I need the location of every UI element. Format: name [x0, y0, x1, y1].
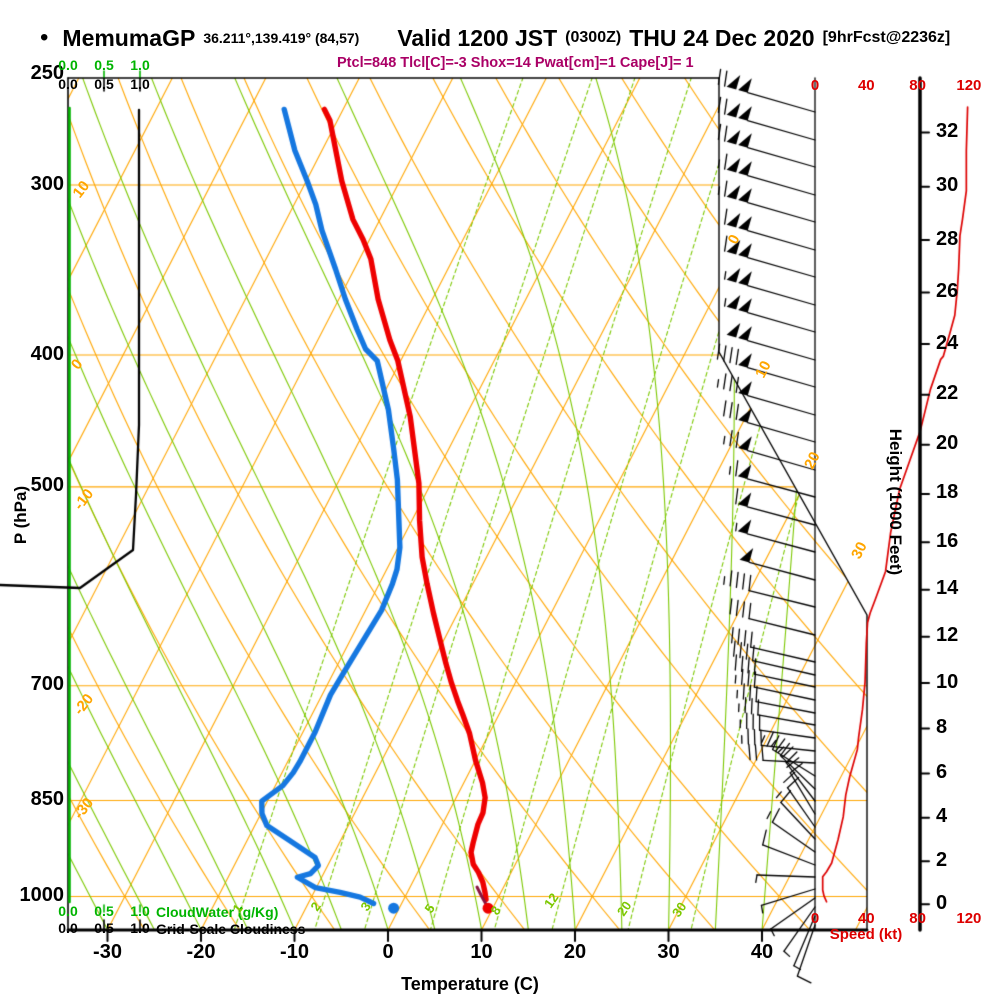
speed-tick-top-40: 40 — [857, 76, 875, 94]
temperature-tick-10: 10 — [470, 940, 493, 963]
height-tick-8: 8 — [936, 716, 948, 739]
height-tick-20: 20 — [936, 432, 959, 455]
pressure-tick-1000: 1000 — [19, 884, 65, 907]
title-bar: • MemumaGP 36.211°,139.419° (84,57) Vali… — [40, 24, 950, 52]
temperature-tick-20: 20 — [563, 940, 587, 963]
valid-date: THU 24 Dec 2020 — [629, 24, 815, 51]
cloudiness-tick-bottom-0.5: 0.5 — [94, 920, 114, 937]
speed-tick-bottom-80: 80 — [909, 909, 926, 927]
cloudiness-tick-bottom-0.0: 0.0 — [58, 920, 78, 937]
temperature-tick-0: 0 — [382, 940, 394, 963]
speed-tick-bottom-0: 0 — [810, 909, 820, 927]
height-tick-32: 32 — [936, 120, 959, 142]
cloudwater-tick-top-0.5: 0.5 — [94, 57, 114, 74]
height-tick-28: 28 — [936, 227, 959, 250]
height-tick-16: 16 — [936, 529, 959, 552]
parcel-parameters-line: Ptcl=848 Tlcl[C]=-3 Shox=14 Pwat[cm]=1 C… — [337, 55, 694, 71]
height-tick-12: 12 — [936, 624, 959, 647]
speed-tick-top-80: 80 — [909, 76, 926, 94]
station-coords: 36.211°,139.419° (84,57) — [203, 30, 360, 46]
height-axis-title: Height (1000 Feet) — [886, 428, 905, 576]
cloudwater-tick-bottom-0.5: 0.5 — [94, 903, 114, 920]
temperature-tick--30: -30 — [93, 940, 122, 963]
height-tick-22: 22 — [936, 382, 959, 405]
temperature-tick--10: -10 — [280, 940, 309, 963]
cloudwater-tick-top-1.0: 1.0 — [130, 57, 150, 74]
pressure-tick-500: 500 — [30, 474, 64, 497]
station-bullet-icon: • — [40, 24, 49, 51]
height-tick-0: 0 — [936, 891, 948, 914]
temperature-tick-30: 30 — [657, 940, 680, 963]
pressure-tick-850: 850 — [30, 788, 64, 811]
pressure-tick-250: 250 — [30, 61, 64, 84]
cloudiness-scale-label: Grid-Scale Cloudiness — [156, 921, 306, 937]
speed-tick-bottom-40: 40 — [857, 909, 875, 927]
pressure-tick-700: 700 — [30, 673, 64, 696]
temperature-tick-40: 40 — [750, 940, 774, 963]
temperature-tick--20: -20 — [186, 940, 216, 963]
height-tick-2: 2 — [936, 848, 948, 871]
cloudwater-scale-label: CloudWater (g/Kg) — [156, 904, 279, 920]
pressure-tick-400: 400 — [30, 342, 64, 365]
station-name: MemumaGP — [62, 24, 196, 51]
cloudiness-tick-bottom-1.0: 1.0 — [130, 920, 150, 937]
height-tick-10: 10 — [936, 670, 959, 693]
height-tick-24: 24 — [936, 331, 959, 354]
pressure-tick-300: 300 — [30, 172, 64, 195]
speed-tick-bottom-120: 120 — [956, 909, 982, 927]
forecast-info: [9hrFcst@2236z] — [822, 29, 951, 46]
cloudiness-tick-top-1.0: 1.0 — [130, 76, 150, 93]
temperature-axis-title: Temperature (C) — [401, 974, 539, 994]
speed-axis-title: Speed (kt) — [829, 926, 903, 943]
cloudwater-tick-bottom-0.0: 0.0 — [58, 903, 78, 920]
cloudwater-tick-bottom-1.0: 1.0 — [130, 903, 150, 920]
cloudiness-tick-top-0.5: 0.5 — [94, 76, 114, 93]
height-tick-26: 26 — [936, 280, 959, 303]
speed-tick-top-0: 0 — [810, 76, 820, 94]
speed-tick-top-120: 120 — [956, 76, 982, 94]
height-tick-4: 4 — [936, 805, 948, 828]
valid-time: Valid 1200 JST — [397, 24, 558, 51]
height-tick-30: 30 — [936, 174, 959, 197]
valid-zulu: (0300Z) — [565, 29, 622, 46]
height-tick-6: 6 — [936, 761, 948, 783]
cloudwater-tick-top-0.0: 0.0 — [58, 57, 78, 74]
height-tick-14: 14 — [936, 577, 959, 600]
height-tick-18: 18 — [936, 481, 959, 504]
cloudiness-tick-top-0.0: 0.0 — [58, 76, 78, 93]
